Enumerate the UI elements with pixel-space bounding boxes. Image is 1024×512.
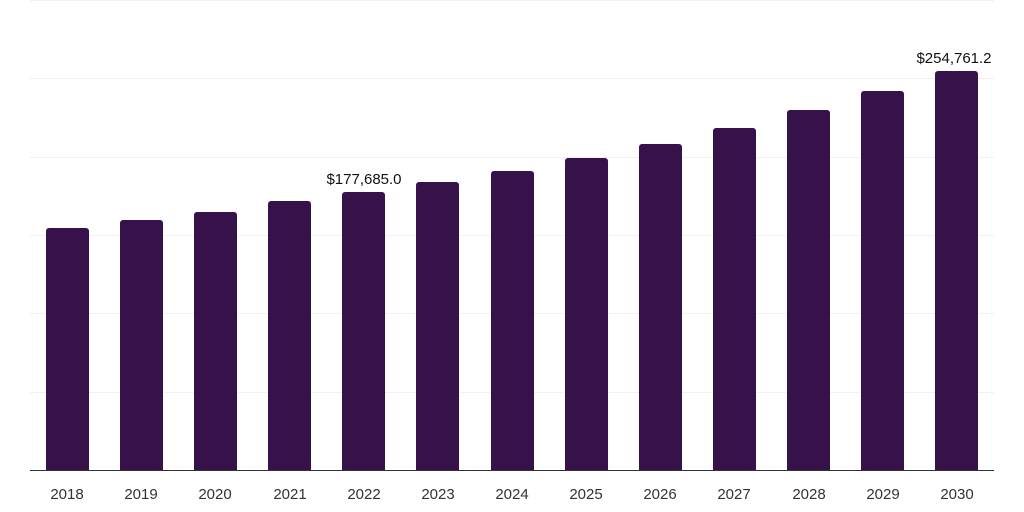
x-tick-label: 2021	[273, 486, 307, 503]
x-tick-label: 2022	[347, 486, 381, 503]
bar-2026[interactable]	[639, 144, 682, 470]
data-label: $177,685.0	[326, 171, 402, 188]
bar-2024[interactable]	[491, 171, 534, 470]
x-tick-label: 2028	[792, 486, 826, 503]
x-tick-label: 2030	[940, 486, 974, 503]
bar-2021[interactable]	[268, 201, 311, 470]
bar-2025[interactable]	[565, 158, 608, 470]
bar-2022[interactable]	[342, 192, 385, 470]
bar-2019[interactable]	[120, 220, 163, 470]
x-tick-label: 2018	[50, 486, 84, 503]
bar-2020[interactable]	[194, 212, 237, 470]
gridline	[30, 0, 994, 1]
x-axis-line	[30, 470, 994, 471]
x-tick-label: 2027	[717, 486, 751, 503]
bar-2018[interactable]	[46, 228, 89, 470]
x-tick-label: 2026	[643, 486, 677, 503]
bar-2023[interactable]	[416, 182, 459, 470]
bar-2027[interactable]	[713, 128, 756, 470]
bar-2030[interactable]	[935, 71, 978, 470]
x-tick-label: 2019	[124, 486, 158, 503]
gridline	[30, 157, 994, 158]
x-tick-label: 2029	[866, 486, 900, 503]
data-label: $254,761.2	[916, 50, 992, 67]
bar-2028[interactable]	[787, 110, 830, 470]
bar-2029[interactable]	[861, 91, 904, 470]
x-tick-label: 2025	[569, 486, 603, 503]
x-tick-label: 2020	[198, 486, 232, 503]
x-tick-label: 2023	[421, 486, 455, 503]
gridline	[30, 78, 994, 79]
x-tick-label: 2024	[495, 486, 529, 503]
